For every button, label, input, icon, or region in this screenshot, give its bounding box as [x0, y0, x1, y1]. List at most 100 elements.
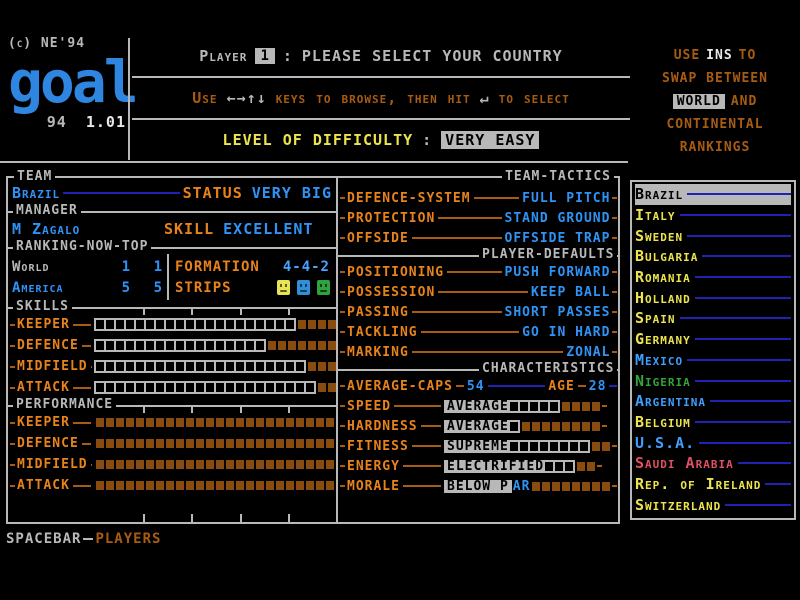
- bar-empty-square: [328, 341, 336, 350]
- bar-empty-square: [96, 418, 104, 427]
- bar-empty-square: [216, 439, 224, 448]
- country-list-item[interactable]: Mexico: [635, 350, 791, 371]
- country-list-item[interactable]: Belgium: [635, 412, 791, 433]
- country-list-item[interactable]: Italy: [635, 205, 791, 226]
- player-default-value: SHORT PASSES: [504, 304, 611, 320]
- difficulty-value[interactable]: VERY EASY: [441, 131, 540, 149]
- country-list-item[interactable]: Bulgaria: [635, 246, 791, 267]
- country-list-item[interactable]: Holland: [635, 287, 791, 308]
- row-left-dash: [340, 445, 345, 447]
- bar-empty-square: [266, 460, 274, 469]
- performance-bar-label: ATTACK: [17, 478, 70, 493]
- bar-empty-square: [316, 418, 324, 427]
- skill-bar-label-wrap: ATTACK: [10, 380, 94, 395]
- bar-empty-square: [196, 460, 204, 469]
- characteristic-label-wrap: MORALE: [340, 479, 444, 494]
- ins-note-segment: INS: [706, 48, 733, 63]
- bar-filled-square: [136, 383, 144, 392]
- skill-value: EXCELLENT: [223, 220, 314, 238]
- footer-dash: [83, 538, 94, 540]
- bar-filled-square: [186, 341, 194, 350]
- characteristic-bar: ELECTRIFIED: [444, 459, 596, 474]
- bar-empty-square: [226, 460, 234, 469]
- characteristic-bar: AVERAGE: [444, 399, 600, 414]
- bar-filled-square: [555, 461, 564, 471]
- performance-bar: [94, 481, 334, 490]
- bar-empty-square: [268, 341, 276, 350]
- country-list-item[interactable]: U.S.A.: [635, 432, 791, 453]
- bar-empty-square: [176, 481, 184, 490]
- country-list-item[interactable]: Sweden: [635, 225, 791, 246]
- bar-filled-square: [116, 362, 124, 371]
- bar-filled-square: [96, 362, 104, 371]
- performance-bar-label: KEEPER: [17, 415, 70, 430]
- country-list-item[interactable]: Germany: [635, 329, 791, 350]
- player-default-value: GO IN HARD: [522, 324, 611, 340]
- player-default-row: POSITIONING PUSH FORWARD: [338, 262, 619, 282]
- bar-filled-square: [509, 401, 518, 411]
- tactic-row: OFFSIDE OFFSIDE TRAP: [338, 228, 619, 248]
- bar-empty-square: [186, 460, 194, 469]
- country-list-item[interactable]: Rep. of Ireland: [635, 474, 791, 495]
- ranking-region-label: World: [12, 258, 50, 275]
- player-default-value: PUSH FORWARD: [504, 264, 611, 280]
- select-country-prompt: PLEASE SELECT YOUR COUNTRY: [301, 47, 563, 65]
- bar-filled-square: [146, 341, 154, 350]
- bar-empty-square: [328, 383, 336, 392]
- row-right-dash: [612, 291, 618, 293]
- country-line: [702, 255, 791, 258]
- country-list-item[interactable]: Switzerland: [635, 494, 791, 515]
- row-left-dash: [340, 385, 345, 387]
- bar-empty-square: [176, 460, 184, 469]
- bar-filled-square: [559, 441, 568, 451]
- bar-empty-square: [582, 481, 591, 491]
- player-number-input[interactable]: 1: [255, 48, 275, 64]
- bar-filled-square: [246, 320, 254, 329]
- bar-empty-square: [156, 481, 164, 490]
- country-list-item[interactable]: Argentina: [635, 391, 791, 412]
- country-list-item[interactable]: Spain: [635, 308, 791, 329]
- ins-note-segment: AND: [730, 94, 758, 109]
- country-list-item[interactable]: Brazil: [635, 184, 791, 205]
- performance-bar-label-wrap: ATTACK: [10, 478, 94, 493]
- row-left-dash: [340, 331, 345, 333]
- skills-bars: KEEPER DEFENCE MIDFIELD ATTACK: [8, 314, 336, 398]
- row-right-dash: [612, 331, 618, 333]
- row-left-dash: [10, 463, 15, 466]
- bar-empty-square: [266, 439, 274, 448]
- bar-empty-square: [246, 481, 254, 490]
- bar-filled-square: [529, 401, 538, 411]
- bar-filled-square: [246, 341, 254, 350]
- characteristic-label-wrap: FITNESS: [340, 439, 444, 454]
- country-list-item[interactable]: Romania: [635, 267, 791, 288]
- bar-empty-square: [308, 341, 316, 350]
- country-name: Germany: [635, 330, 691, 349]
- country-list-item[interactable]: Saudi Arabia: [635, 453, 791, 474]
- country-line: [687, 358, 791, 361]
- country-name: Holland: [635, 288, 691, 307]
- players-action-label: PLAYERS: [95, 531, 162, 547]
- status-label: STATUS: [182, 184, 243, 202]
- header-divider-2: [132, 118, 630, 120]
- bar-filled-square: [256, 383, 264, 392]
- label-connector-line: [72, 386, 91, 389]
- bar-filled-strip: SUPREME: [444, 439, 590, 454]
- country-name: Saudi Arabia: [635, 454, 734, 473]
- bar-empty-square: [236, 439, 244, 448]
- country-line: [765, 482, 791, 485]
- bar-filled-square: [565, 461, 574, 471]
- bar-filled-square: [176, 383, 184, 392]
- row-right-dash: [612, 485, 618, 487]
- ranking-top-value: 1: [153, 258, 163, 275]
- strips-row: STRIPS: [175, 277, 330, 298]
- bar-empty-square: [236, 460, 244, 469]
- manager-row: M Zagalo SKILL EXCELLENT: [8, 218, 336, 240]
- row-right-dash: [611, 445, 617, 447]
- ruler-tick: [191, 307, 193, 315]
- ranking-row: World 1 1: [12, 256, 163, 277]
- country-list-item[interactable]: Nigeria: [635, 370, 791, 391]
- country-name: Switzerland: [635, 495, 722, 514]
- bar-empty-square: [318, 341, 326, 350]
- country-name: Argentina: [635, 392, 707, 411]
- skill-bar-row: MIDFIELD: [8, 356, 336, 377]
